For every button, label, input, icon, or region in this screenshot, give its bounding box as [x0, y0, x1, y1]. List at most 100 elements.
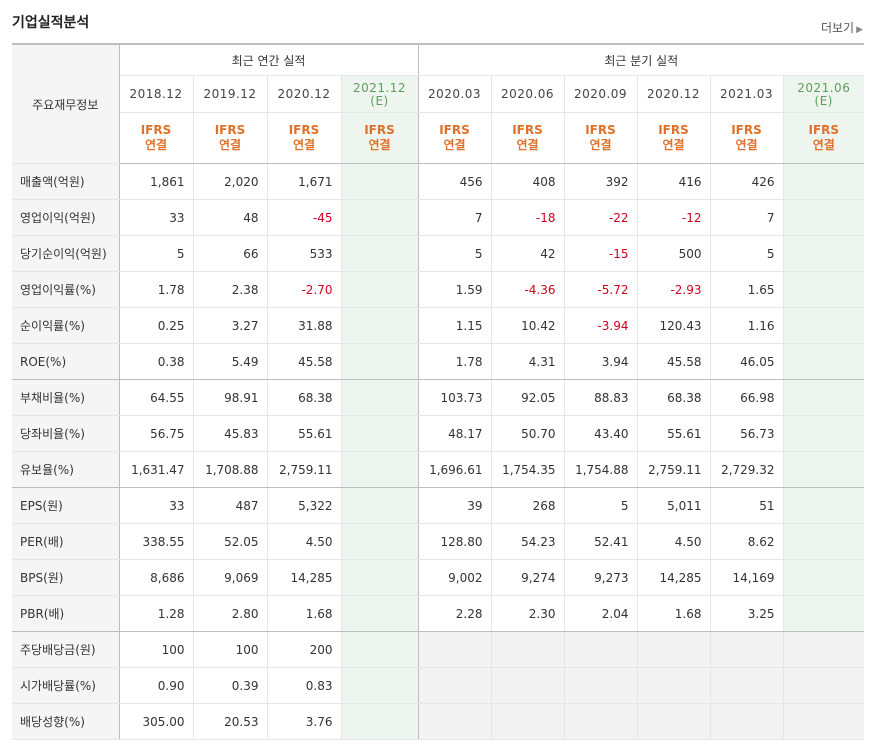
row-label: 부채비율(%): [12, 379, 120, 416]
table-cell: [340, 415, 418, 452]
corner-header: 주요재무정보: [12, 44, 120, 164]
period-date: 2021.12: [352, 81, 407, 95]
accounting-standard-header: IFRS 연결: [782, 112, 865, 164]
table-cell: 408: [490, 163, 564, 200]
table-cell: 2.80: [192, 595, 267, 632]
table-cell: 8,686: [118, 559, 193, 596]
table-cell: 1,861: [118, 163, 193, 200]
table-cell: [782, 235, 865, 272]
table-cell: 5: [709, 235, 783, 272]
table-cell: 426: [709, 163, 783, 200]
table-cell: [490, 667, 564, 704]
consolidated-label: 연결: [812, 138, 835, 152]
table-cell: [340, 667, 418, 704]
annual-group-header: 최근 연간 실적: [118, 44, 418, 76]
table-cell: [782, 451, 865, 488]
period-date: 2020.03: [427, 87, 482, 101]
table-cell: [340, 379, 418, 416]
accounting-standard-header: IFRS 연결: [118, 112, 193, 164]
table-cell: [782, 523, 865, 560]
table-cell: 33: [118, 487, 193, 524]
period-header: 2021.03: [709, 75, 783, 113]
row-label: 영업이익률(%): [12, 271, 120, 308]
table-cell: -5.72: [563, 271, 637, 308]
table-cell: 1.78: [118, 271, 193, 308]
table-cell: 1.28: [118, 595, 193, 632]
table-cell: [417, 667, 491, 704]
table-cell: 5: [118, 235, 193, 272]
table-cell: [340, 343, 418, 380]
period-header: 2021.12 (E): [340, 75, 418, 113]
table-row: 영업이익률(%) 1.78 2.38 -2.70 1.59 -4.36 -5.72 -2.93…: [12, 271, 865, 308]
table-cell: 268: [490, 487, 564, 524]
table-cell: -18: [490, 199, 564, 236]
section-title: 기업실적분석: [12, 15, 90, 31]
table-cell: 43.40: [563, 415, 637, 452]
table-cell: [340, 235, 418, 272]
table-cell: [782, 415, 865, 452]
accounting-standard-header: IFRS 연결: [490, 112, 564, 164]
table-cell: 1.65: [709, 271, 783, 308]
table-cell: 103.73: [417, 379, 491, 416]
period-header: 2020.12: [266, 75, 341, 113]
table-cell: 1,696.61: [417, 451, 491, 488]
table-row: 주당배당금(원) 100 100 200: [12, 631, 865, 668]
table-cell: 45.58: [266, 343, 341, 380]
table-row: 유보율(%) 1,631.47 1,708.88 2,759.11 1,696.61 1,…: [12, 451, 865, 488]
table-cell: [782, 667, 865, 704]
financial-table: 주요재무정보 최근 연간 실적 최근 분기 실적 2018.12 2019.12 2…: [12, 43, 865, 740]
table-cell: 5.49: [192, 343, 267, 380]
accounting-standard-header: IFRS 연결: [709, 112, 783, 164]
table-cell: [782, 487, 865, 524]
table-cell: 39: [417, 487, 491, 524]
table-cell: 0.39: [192, 667, 267, 704]
table-row: ROE(%) 0.38 5.49 45.58 1.78 4.31 3.94 45.58 46.0…: [12, 343, 865, 380]
table-cell: [782, 343, 865, 380]
table-cell: 9,273: [563, 559, 637, 596]
table-cell: [340, 559, 418, 596]
period-date: 2019.12: [203, 87, 257, 101]
more-link[interactable]: 더보기 ▶: [821, 19, 863, 36]
table-cell: [340, 199, 418, 236]
table-cell: 416: [636, 163, 710, 200]
table-cell: 98.91: [192, 379, 267, 416]
table-cell: 45.83: [192, 415, 267, 452]
table-cell: 56.75: [118, 415, 193, 452]
consolidated-label: 연결: [516, 138, 539, 152]
period-header: 2019.12: [192, 75, 267, 113]
ifrs-label: IFRS: [214, 123, 246, 137]
table-cell: 1.68: [636, 595, 710, 632]
table-cell: [563, 631, 637, 668]
table-row: PER(배) 338.55 52.05 4.50 128.80 54.23 52.41 4.5…: [12, 523, 865, 560]
table-row: 당좌비율(%) 56.75 45.83 55.61 48.17 50.70 43.40 55.…: [12, 415, 865, 452]
table-cell: 2.38: [192, 271, 267, 308]
accounting-standard-header: IFRS 연결: [340, 112, 418, 164]
period-date: 2021.06: [797, 81, 851, 95]
table-cell: -22: [563, 199, 637, 236]
estimate-mark: (E): [370, 94, 389, 108]
table-cell: 100: [192, 631, 267, 668]
table-cell: [709, 667, 783, 704]
table-cell: 2.30: [490, 595, 564, 632]
table-cell: 92.05: [490, 379, 564, 416]
table-cell: 2,729.32: [709, 451, 783, 488]
table-cell: 10.42: [490, 307, 564, 344]
accounting-standard-header: IFRS 연결: [563, 112, 637, 164]
period-date: 2020.12: [277, 87, 331, 101]
table-cell: 1.15: [417, 307, 491, 344]
table-cell: 2,020: [192, 163, 267, 200]
table-cell: -2.93: [636, 271, 710, 308]
table-row: 배당성향(%) 305.00 20.53 3.76: [12, 703, 865, 740]
table-cell: 52.41: [563, 523, 637, 560]
table-cell: 392: [563, 163, 637, 200]
table-cell: 31.88: [266, 307, 341, 344]
table-cell: [490, 703, 564, 740]
table-cell: 46.05: [709, 343, 783, 380]
table-cell: 500: [636, 235, 710, 272]
table-cell: 8.62: [709, 523, 783, 560]
row-label: 당기순이익(억원): [12, 235, 120, 272]
table-cell: 50.70: [490, 415, 564, 452]
table-cell: 3.27: [192, 307, 267, 344]
ifrs-label: IFRS: [288, 123, 320, 137]
table-row: 부채비율(%) 64.55 98.91 68.38 103.73 92.05 88.83 68…: [12, 379, 865, 416]
